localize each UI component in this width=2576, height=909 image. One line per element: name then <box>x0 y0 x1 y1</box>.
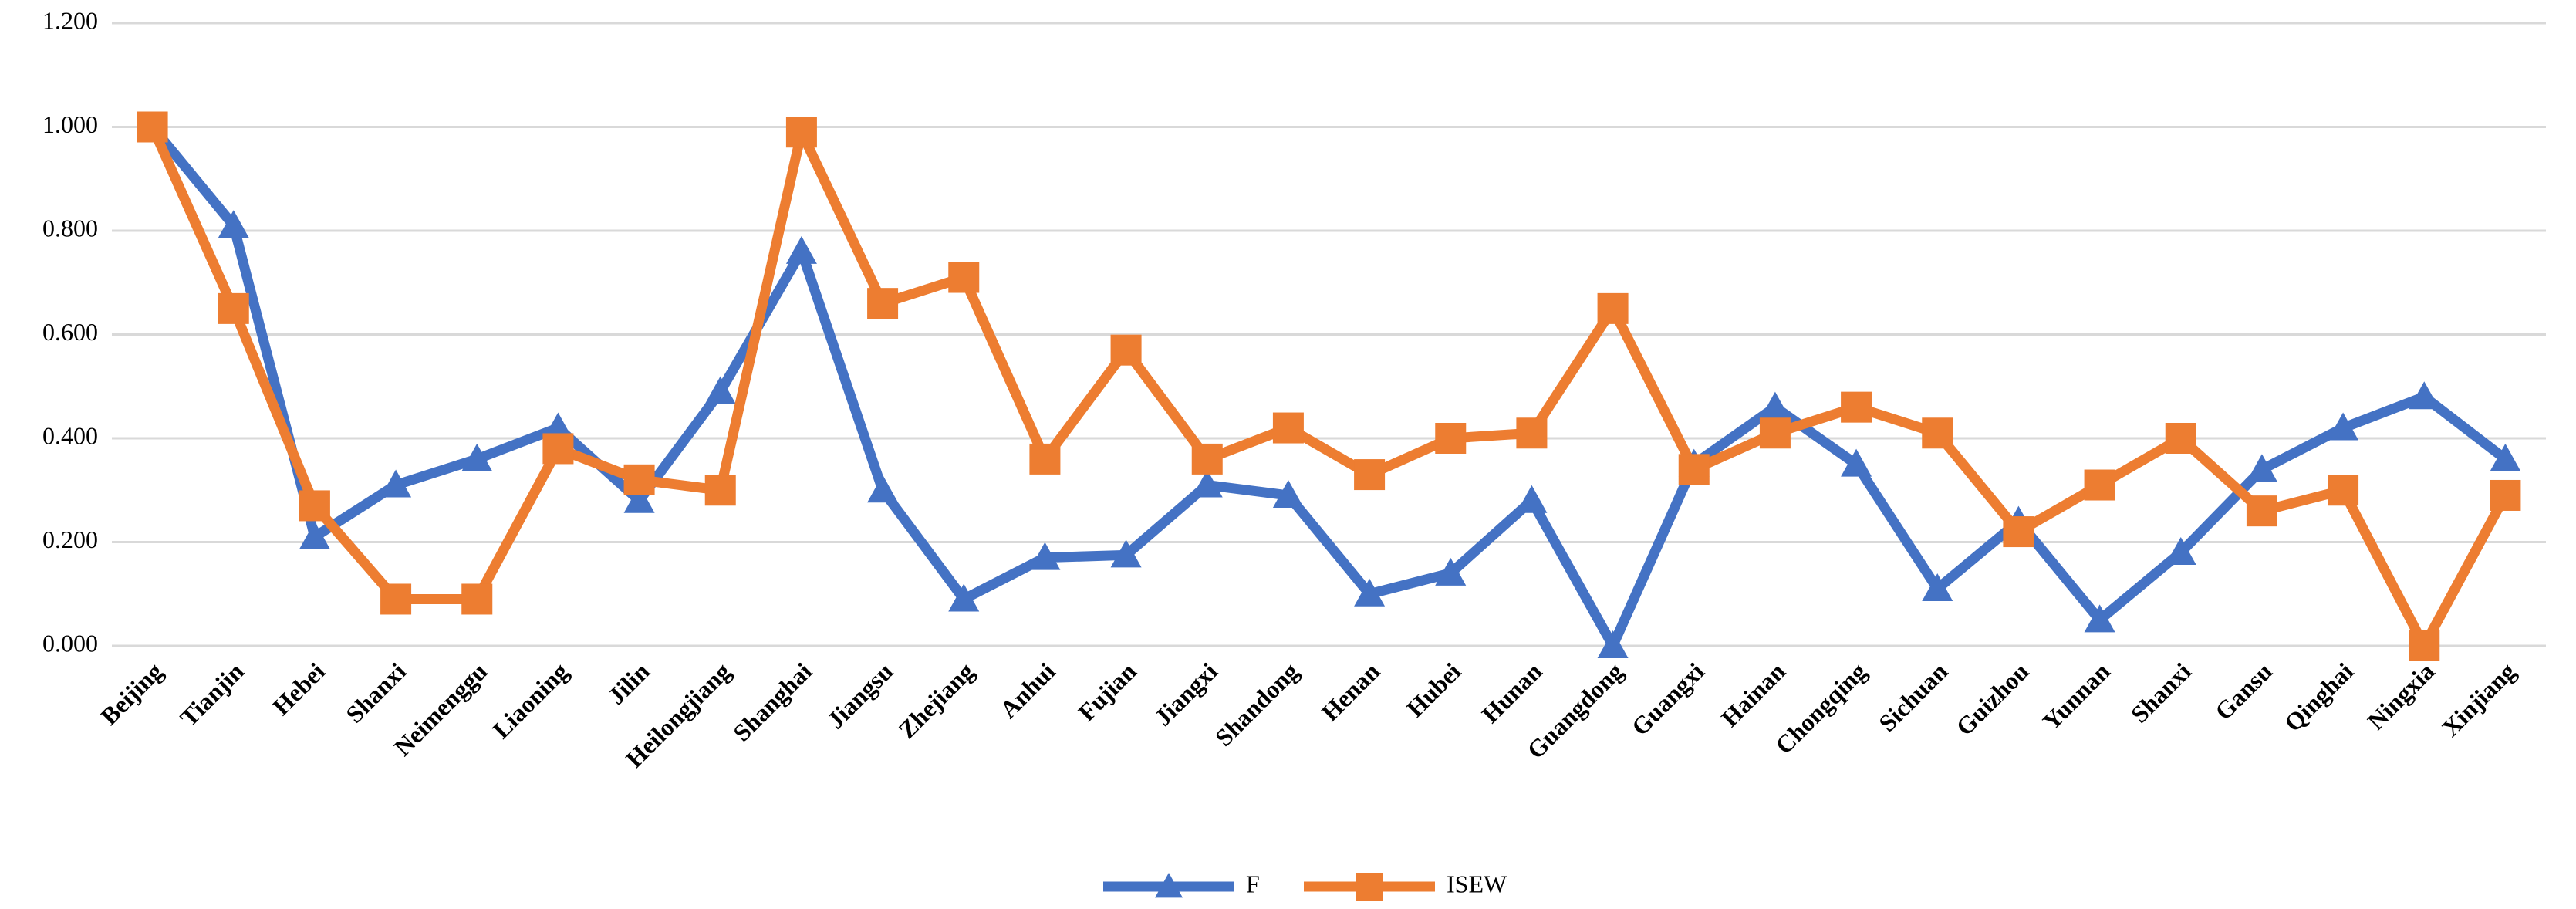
data-point <box>1029 542 1061 570</box>
data-point <box>785 117 817 148</box>
data-point <box>867 475 899 503</box>
data-point <box>1759 391 1791 420</box>
data-point <box>948 262 980 293</box>
data-point <box>2409 630 2440 661</box>
data-point <box>704 376 736 404</box>
data-point <box>299 521 330 549</box>
x-tick-label: Fujian <box>1072 657 1142 727</box>
data-point <box>2246 495 2277 527</box>
x-tick-label: Guizhou <box>1950 657 2034 741</box>
x-tick-label: Jiangxi <box>1149 657 1223 732</box>
data-point <box>1110 334 1142 366</box>
x-tick-label: Ningxia <box>2362 657 2439 735</box>
legend-marker <box>1356 873 1383 901</box>
data-point <box>1597 292 1629 324</box>
data-point <box>1516 485 1548 513</box>
data-point <box>218 210 249 238</box>
x-tick-label: Qinghai <box>2279 657 2359 738</box>
data-point <box>1759 417 1791 449</box>
y-tick-label: 0.600 <box>42 318 98 346</box>
series-line <box>147 124 2510 651</box>
x-tick-label: Xinjiang <box>2436 657 2521 742</box>
data-point <box>380 469 412 498</box>
x-tick-label: Hunan <box>1476 657 1547 728</box>
x-tick-label: Anhui <box>994 657 1061 724</box>
x-tick-label: Gansu <box>2210 657 2277 725</box>
data-point <box>1516 417 1548 449</box>
data-point <box>2328 412 2359 441</box>
data-point <box>461 583 493 615</box>
data-point <box>2490 479 2521 511</box>
x-tick-label: Liaoning <box>487 657 573 744</box>
data-point <box>2490 443 2521 471</box>
data-point <box>1029 443 1061 475</box>
series-line <box>148 123 2509 651</box>
x-tick-label: Beijing <box>95 657 168 731</box>
legend-label: ISEW <box>1447 870 1507 897</box>
data-point <box>1597 630 1629 658</box>
data-point <box>218 292 249 324</box>
data-point <box>1191 443 1223 475</box>
data-point <box>623 464 655 495</box>
data-point <box>1435 557 1467 586</box>
data-point <box>299 490 330 522</box>
data-point <box>2409 381 2440 410</box>
data-point <box>1841 448 1872 477</box>
data-point <box>785 235 817 264</box>
x-tick-label: Yunnan <box>2037 657 2115 736</box>
x-tick-label: Shanghai <box>728 657 817 747</box>
data-point <box>542 433 574 465</box>
y-tick-label: 1.000 <box>42 110 98 138</box>
data-point <box>2084 604 2115 633</box>
data-point <box>867 288 899 319</box>
x-tick-label: Shandong <box>1210 657 1304 752</box>
x-tick-label: Hubei <box>1401 657 1467 723</box>
x-tick-label: Jiangsu <box>822 657 899 735</box>
x-tick-label: Sichuan <box>1873 657 1953 738</box>
data-point <box>1922 573 1953 602</box>
x-tick-label: Zhejiang <box>893 657 979 744</box>
data-point <box>948 583 980 612</box>
y-tick-label: 0.200 <box>42 525 98 553</box>
x-tick-label: Henan <box>1316 657 1386 727</box>
legend-marker <box>1155 873 1183 898</box>
x-tick-label: Jilin <box>603 657 655 710</box>
data-point <box>380 583 412 615</box>
data-point <box>623 485 655 513</box>
data-point <box>1354 459 1386 491</box>
data-point <box>1435 423 1467 454</box>
data-point <box>461 443 493 471</box>
y-tick-label: 0.400 <box>42 421 98 449</box>
data-point <box>704 475 736 506</box>
data-point <box>1922 417 1953 449</box>
x-tick-label: Hebei <box>267 657 330 721</box>
data-point <box>1841 391 1872 423</box>
data-point <box>1678 454 1710 485</box>
data-point <box>1110 539 1142 568</box>
y-tick-label: 0.000 <box>42 629 98 657</box>
data-point <box>2246 454 2277 482</box>
y-tick-label: 0.800 <box>42 214 98 242</box>
data-point <box>2003 516 2034 548</box>
data-point <box>2084 469 2115 501</box>
x-tick-label: Tianjin <box>174 657 249 732</box>
data-point <box>2165 423 2196 454</box>
x-tick-label: Hainan <box>1716 657 1791 732</box>
x-tick-label: Shanxi <box>2125 657 2196 728</box>
data-point <box>2165 536 2196 565</box>
data-point <box>2328 475 2359 506</box>
x-tick-label: Shanxi <box>340 657 411 728</box>
data-point <box>1272 479 1304 508</box>
data-point <box>1191 469 1223 498</box>
x-tick-label: Guangxi <box>1626 657 1710 742</box>
data-point <box>1272 412 1304 444</box>
legend-label: F <box>1246 870 1260 897</box>
data-point <box>1354 578 1386 607</box>
y-tick-label: 1.200 <box>42 6 98 34</box>
data-point <box>137 111 168 143</box>
